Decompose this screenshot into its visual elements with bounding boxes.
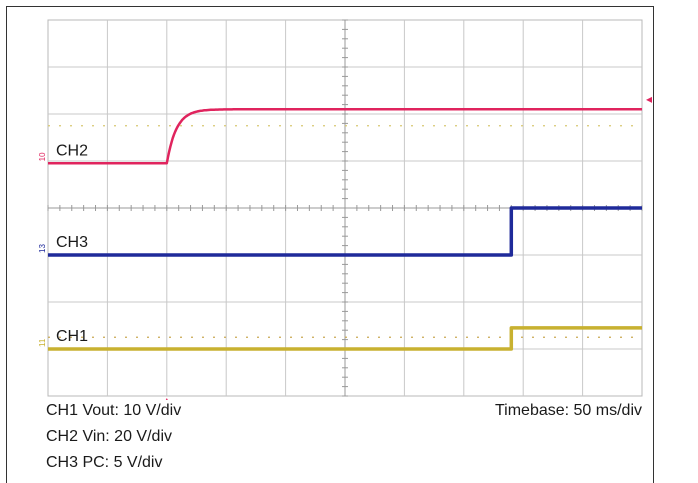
oscilloscope-plot: CH2 10 CH3 13 CH1 11 [38,19,652,400]
ground-marker-ch2: 10 [38,152,47,161]
trace-ch2 [48,108,643,165]
ground-marker-ch3: 13 [38,244,47,253]
trigger-level-marker [646,96,652,103]
ground-marker-ch1: 11 [38,338,47,347]
ch1-scale-caption: CH1 Vout: 10 V/div [46,402,182,419]
trace-ch1 [48,326,642,351]
timebase-caption: Timebase: 50 ms/div [494,402,642,419]
channel-label-ch3: CH3 [56,234,88,251]
trigger-position-marker [165,398,168,400]
trace-ch3 [48,206,642,257]
ch3-scale-caption: CH3 PC: 5 V/div [46,454,163,471]
ch2-scale-caption: CH2 Vin: 20 V/div [46,428,172,445]
scope-frame [6,6,654,483]
channel-label-ch1: CH1 [56,328,88,345]
channel-label-ch2: CH2 [56,142,88,159]
